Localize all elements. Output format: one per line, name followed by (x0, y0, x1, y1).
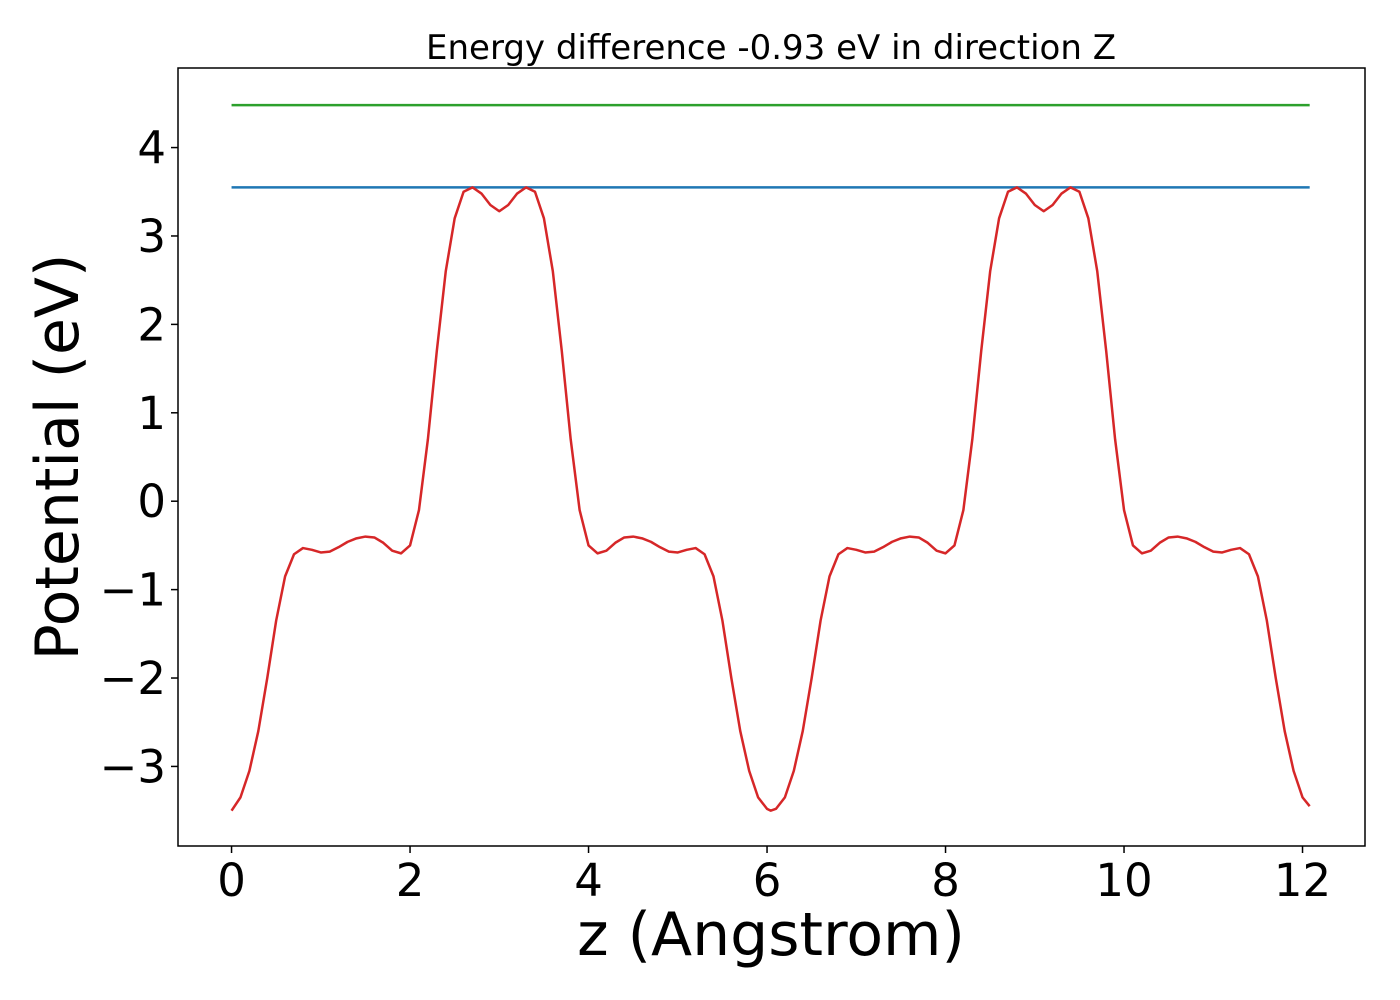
x-tick-label: 0 (217, 854, 246, 907)
y-tick-label: 3 (137, 210, 166, 263)
x-tick-label: 2 (396, 854, 425, 907)
y-tick-label: −3 (100, 740, 166, 793)
y-tick-label: 4 (137, 122, 166, 175)
x-tick-label: 12 (1274, 854, 1331, 907)
y-tick-label: 2 (137, 298, 166, 351)
y-tick-label: 0 (137, 475, 166, 528)
y-axis: −3 −2 −1 0 1 2 3 4 (100, 122, 178, 793)
plot-frame (177, 67, 1366, 847)
y-tick-label: 1 (137, 387, 166, 440)
series-layer (230, 103, 1311, 812)
x-tick-label: 4 (574, 854, 603, 907)
y-tick-label: −2 (100, 652, 166, 705)
x-tick-label: 10 (1095, 854, 1152, 907)
x-tick-label: 8 (931, 854, 960, 907)
series-line-2 (230, 186, 1311, 812)
chart-title: Energy difference -0.93 eV in direction … (426, 28, 1116, 68)
x-axis: 0 2 4 6 8 10 12 (217, 846, 1331, 907)
x-axis-label: z (Angstrom) (577, 900, 965, 970)
y-axis-label: Potential (eV) (23, 254, 93, 661)
x-tick-label: 6 (753, 854, 782, 907)
y-tick-label: −1 (100, 564, 166, 617)
